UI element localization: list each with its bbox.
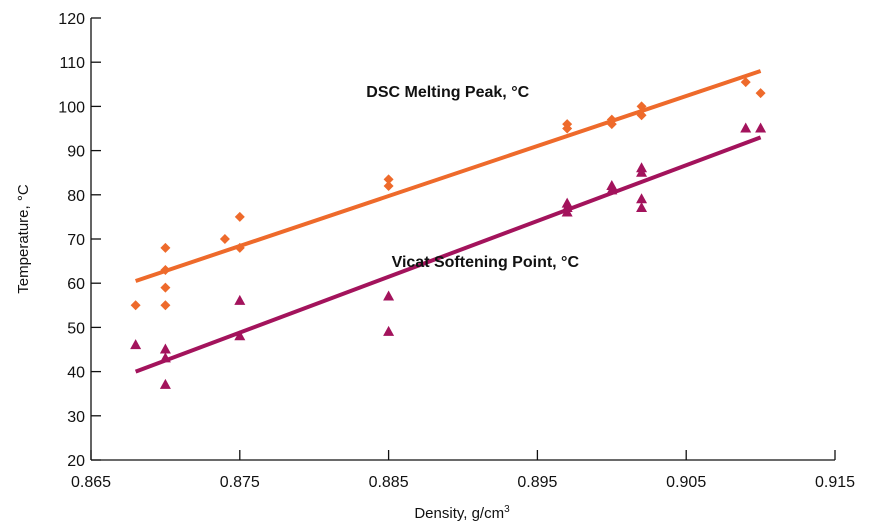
series-annotations: DSC Melting Peak, °C Vicat Softening Poin… bbox=[366, 84, 579, 271]
x-tick-label: 0.875 bbox=[220, 474, 260, 491]
diamond-point bbox=[562, 123, 573, 134]
y-ticks: 20 30 40 50 60 70 80 90 100 110 120 bbox=[58, 11, 101, 470]
triangle-point bbox=[636, 166, 648, 177]
data-points bbox=[130, 77, 767, 389]
diamond-point bbox=[160, 264, 171, 275]
diamond-point bbox=[740, 77, 751, 88]
series-annotation-0: DSC Melting Peak, °C bbox=[366, 84, 529, 101]
trendline-series-0 bbox=[135, 69, 762, 283]
triangle-point bbox=[130, 339, 142, 350]
y-tick-label: 110 bbox=[59, 55, 85, 72]
triangle-point bbox=[561, 206, 573, 217]
triangle-point bbox=[234, 294, 246, 305]
y-tick-label: 60 bbox=[67, 276, 85, 293]
x-tick-label: 0.905 bbox=[666, 474, 706, 491]
y-tick-label: 50 bbox=[67, 320, 85, 337]
diamond-point bbox=[130, 300, 141, 311]
trendlines bbox=[134, 69, 762, 374]
y-tick-label: 70 bbox=[67, 232, 85, 249]
y-tick-label: 20 bbox=[67, 453, 85, 470]
triangle-point bbox=[234, 330, 246, 341]
x-tick-label: 0.885 bbox=[369, 474, 409, 491]
triangle-point bbox=[636, 193, 648, 204]
y-tick-label: 120 bbox=[58, 11, 85, 28]
x-tick-label: 0.865 bbox=[71, 474, 111, 491]
diamond-point bbox=[636, 110, 647, 121]
diamond-point bbox=[606, 119, 617, 130]
diamond-point bbox=[160, 242, 171, 253]
diamond-point bbox=[636, 101, 647, 112]
triangle-point bbox=[740, 122, 752, 133]
y-tick-label: 40 bbox=[67, 365, 85, 382]
y-tick-label: 80 bbox=[67, 188, 85, 205]
x-tick-label: 0.915 bbox=[815, 474, 855, 491]
diamond-point bbox=[234, 211, 245, 222]
y-tick-label: 30 bbox=[67, 409, 85, 426]
diamond-point bbox=[219, 234, 230, 244]
x-axis-title-text: Density, g/cm bbox=[414, 505, 504, 522]
x-axis-title-superscript: 3 bbox=[504, 504, 510, 515]
triangle-point bbox=[383, 325, 395, 336]
triangle-point bbox=[383, 290, 395, 301]
x-tick-label: 0.895 bbox=[517, 474, 557, 491]
triangle-point bbox=[159, 378, 171, 389]
diamond-point bbox=[234, 242, 245, 253]
y-tick-label: 100 bbox=[58, 99, 85, 116]
diamond-point bbox=[383, 180, 394, 191]
diamond-point bbox=[383, 174, 394, 185]
series-annotation-1: Vicat Softening Point, °C bbox=[392, 254, 580, 271]
triangle-point bbox=[636, 202, 648, 213]
diamond-point bbox=[160, 282, 171, 293]
x-ticks: 0.865 0.875 0.885 0.895 0.905 0.915 bbox=[71, 450, 855, 491]
triangle-point bbox=[159, 343, 171, 354]
triangle-point bbox=[159, 352, 171, 363]
triangle-point bbox=[755, 122, 767, 133]
triangle-point bbox=[606, 184, 618, 195]
diamond-point bbox=[160, 300, 171, 311]
y-tick-label: 90 bbox=[67, 144, 85, 161]
y-axis-title: Temperature, °C bbox=[15, 184, 32, 294]
diamond-point bbox=[755, 88, 766, 99]
x-axis-title: Density, g/cm3 bbox=[414, 504, 510, 522]
